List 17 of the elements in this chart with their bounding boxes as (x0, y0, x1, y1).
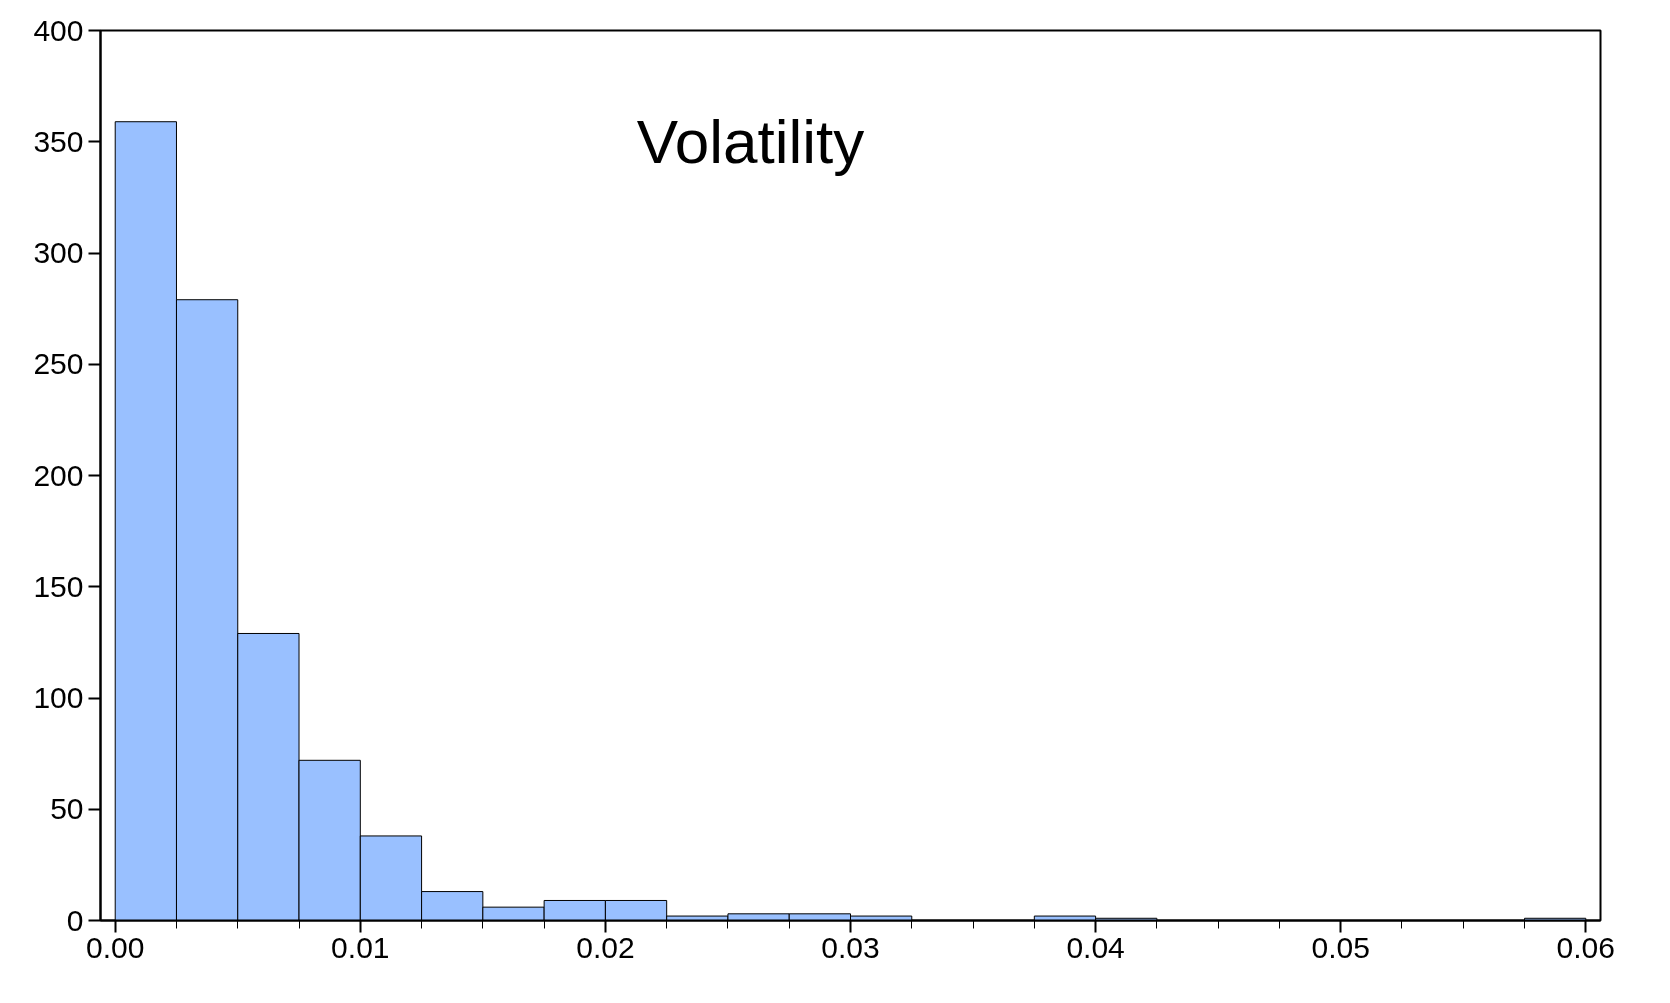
y-tick-label: 150 (33, 569, 84, 603)
x-tick-label: 0.06 (1556, 930, 1615, 964)
x-tick-label: 0.03 (821, 930, 880, 964)
x-tick-label: 0.02 (576, 930, 635, 964)
y-tick-label: 0 (66, 903, 84, 937)
text: Volatility (636, 106, 865, 176)
y-tick-label: 300 (33, 236, 84, 269)
x-tick-label: 0.01 (331, 930, 390, 964)
y-tick-label: 350 (33, 124, 84, 158)
y-tick-label: 200 (33, 458, 84, 492)
y-tick-label: 50 (50, 792, 84, 826)
y-tick-label: 100 (33, 681, 84, 714)
y-tick-label: 400 (33, 13, 84, 47)
x-tick-label: 0.00 (86, 930, 145, 964)
y-tick-label: 250 (33, 347, 84, 381)
x-tick-label: 0.05 (1311, 930, 1370, 964)
x-tick-label: 0.04 (1066, 930, 1125, 964)
